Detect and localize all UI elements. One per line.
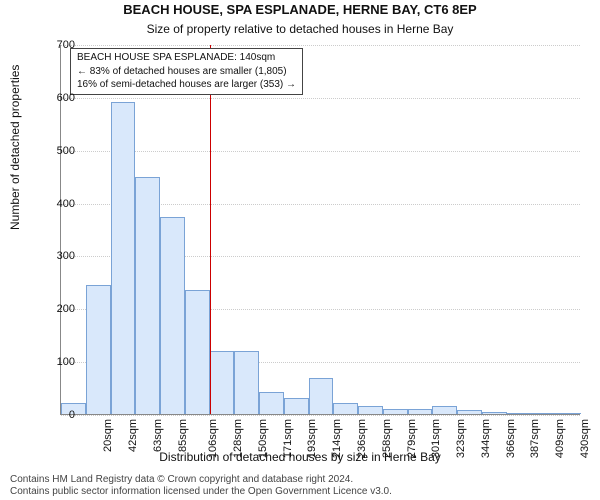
histogram-bar (358, 406, 383, 414)
footer: Contains HM Land Registry data © Crown c… (10, 474, 590, 498)
y-tick-label: 500 (35, 145, 75, 157)
histogram-bar (234, 351, 259, 414)
histogram-bar (160, 217, 185, 414)
annotation-line: BEACH HOUSE SPA ESPLANADE: 140sqm (77, 51, 296, 65)
chart-subtitle: Size of property relative to detached ho… (0, 22, 600, 36)
annotation-line: 16% of semi-detached houses are larger (… (77, 78, 296, 92)
histogram-bar (111, 102, 136, 414)
x-tick-label: 20sqm (102, 419, 103, 452)
histogram-bar (210, 351, 235, 414)
histogram-bar (507, 413, 532, 414)
footer-line: Contains public sector information licen… (10, 486, 590, 498)
annotation-box: BEACH HOUSE SPA ESPLANADE: 140sqm ← 83% … (70, 48, 303, 95)
histogram-bar (333, 403, 358, 414)
grid-line (61, 415, 580, 416)
x-tick-label: 63sqm (152, 419, 153, 452)
chart-title: BEACH HOUSE, SPA ESPLANADE, HERNE BAY, C… (0, 2, 600, 17)
histogram-bar (135, 177, 160, 414)
y-tick-label: 100 (35, 356, 75, 368)
y-tick-label: 0 (35, 409, 75, 421)
footer-line: Contains HM Land Registry data © Crown c… (10, 474, 590, 486)
x-tick-label: 42sqm (127, 419, 128, 452)
marker-line (210, 45, 211, 414)
histogram-bar (408, 409, 433, 414)
histogram-bar (432, 406, 457, 414)
grid-line (61, 151, 580, 152)
histogram-bar (457, 410, 482, 414)
y-tick-label: 200 (35, 303, 75, 315)
y-tick-label: 300 (35, 250, 75, 262)
x-axis-label: Distribution of detached houses by size … (0, 450, 600, 464)
histogram-bar (309, 378, 334, 414)
y-tick-label: 700 (35, 39, 75, 51)
grid-line (61, 45, 580, 46)
annotation-line: ← 83% of detached houses are smaller (1,… (77, 65, 296, 79)
histogram-bar (259, 392, 284, 414)
histogram-bar (531, 413, 556, 414)
histogram-bar (284, 398, 309, 414)
histogram-bar (482, 412, 507, 414)
plot-area: 20sqm42sqm63sqm85sqm106sqm128sqm150sqm17… (60, 45, 580, 415)
x-tick-label: 85sqm (177, 419, 178, 452)
y-axis-label: Number of detached properties (8, 65, 22, 230)
y-tick-label: 400 (35, 198, 75, 210)
y-tick-label: 600 (35, 92, 75, 104)
histogram-bar (556, 413, 581, 414)
histogram-bar (185, 290, 210, 414)
histogram-bar (383, 409, 408, 414)
histogram-bar (86, 285, 111, 415)
chart-container: BEACH HOUSE, SPA ESPLANADE, HERNE BAY, C… (0, 0, 600, 500)
grid-line (61, 98, 580, 99)
